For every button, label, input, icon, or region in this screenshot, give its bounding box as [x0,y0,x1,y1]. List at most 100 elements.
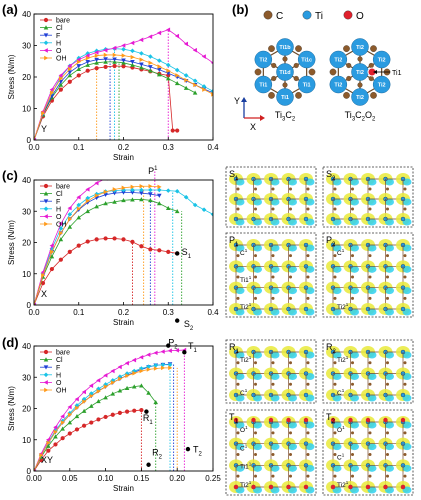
c-atom [236,431,240,435]
c-atom [386,187,389,191]
ti-site-label: Ti2 [259,58,267,64]
data-point-H [210,212,213,217]
data-point-F [130,60,135,65]
data-point-Cl [157,201,162,206]
data-point-Cl [46,443,51,448]
data-point-O [67,205,72,211]
c-atom [289,296,292,300]
panel-label-b: (b) [232,2,249,17]
data-point-Cl [85,208,90,214]
data-point-OH [125,373,130,378]
data-point-OH [59,76,64,81]
legend-label-OH: OH [56,388,67,395]
data-point-bare [40,281,46,286]
data-point-Cl [110,391,116,396]
density-atom-label: C1 [240,248,248,257]
c-atom [351,382,354,386]
density-atom-label: C1 [337,453,345,462]
legend-label-F: F [56,33,60,40]
panel-sub: 1 [235,176,239,182]
c-atom [370,92,377,99]
atom-name: Ti2 [240,482,249,489]
ti-site-label: Ti1b [279,45,291,51]
c-atom [368,187,372,191]
atom-sup: 1 [342,248,345,253]
data-point-Cl [174,208,180,214]
data-point-OH [50,90,55,96]
data-point-Cl [165,76,171,81]
data-point-O [192,47,197,53]
data-point-H [85,51,90,56]
y-tick-label: 10 [22,105,31,114]
legend-marker-F [43,199,49,204]
legend-label-Cl: Cl [56,25,63,32]
legend-marker-H [43,40,49,46]
c-atom [236,207,240,211]
c-atom [254,361,257,365]
c-atom [254,474,257,478]
c-atom [254,296,257,300]
y-tick-label: 0 [27,136,32,145]
x-tick-label: 0.0 [28,308,40,317]
series-OH [34,183,162,305]
data-point-OH [53,429,58,435]
data-point-bare [60,436,65,441]
data-point-Cl [124,385,130,391]
c-atom [236,474,240,478]
data-point-F [103,192,108,197]
data-point-Cl [94,204,99,209]
data-point-O [67,63,72,69]
legend-marker-O [43,380,48,385]
density-atom-label: C1 [240,388,248,397]
c-atom [236,187,240,191]
data-point-OH [157,64,162,69]
c-atom [271,361,275,365]
x-tick-label: 0.25 [205,474,221,483]
data-point-OH [110,380,116,385]
c-atom [271,187,275,191]
atom-legend-label: Ti [315,11,323,22]
c-atom [357,56,363,62]
c-atom [236,275,240,279]
data-point-H [67,212,73,217]
ti-atom [372,75,391,94]
structure-formula: Ti3C2 [275,110,296,123]
ti-atom [351,88,369,106]
c-atom [346,75,352,82]
formula-sub: 2 [362,117,366,123]
data-point-Cl [139,197,144,202]
c-atom [306,431,310,435]
data-point-Cl [67,420,73,425]
data-point-bare [103,236,108,241]
x-tick-label: 0.00 [26,474,42,483]
c-atom [254,275,257,279]
data-point-H [139,51,144,56]
c-atom [306,207,310,211]
annotation-sub: 2 [159,454,163,460]
c-atom [271,254,275,258]
c-atom [282,56,288,62]
data-point-bare [89,420,94,425]
data-point-F [85,60,90,65]
stress-strain-chart-y: 0.0 0.1 0.2 0.3 0.4 0 10 20 30 40 Strain Stress (N/… [7,10,219,162]
c-atom [293,62,299,69]
data-point-H [76,202,82,208]
data-point-H [192,202,198,208]
x-axis-label: Strain [113,153,134,162]
panel-sub: 2 [332,242,336,248]
y-tick-label: 40 [22,342,31,351]
ti-atom [254,50,273,69]
panel-letter: P [229,235,235,245]
x-tick-label: 0.10 [98,474,114,483]
annotated-point-S1 [175,251,180,256]
legend-marker-OH [44,221,49,227]
o-atom [383,417,388,423]
panel-sub: 1 [236,349,240,355]
data-point-O [124,360,129,366]
data-point-OH [166,68,171,73]
data-point-OH [39,453,44,458]
data-point-OH [76,206,82,212]
c-atom [368,75,374,82]
